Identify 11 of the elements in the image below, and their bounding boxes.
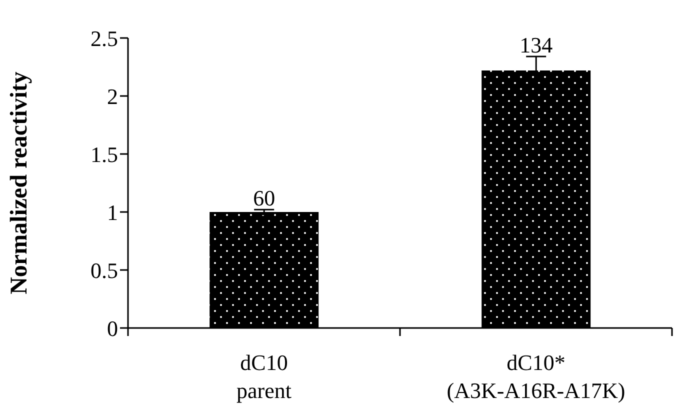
x-tick-label: dC10* (A3K-A16R-A17K) [446, 350, 626, 403]
y-tick-label: 1 [107, 200, 118, 225]
annotation: 60 [253, 186, 276, 211]
y-axis-title: Normalized reactivity [6, 72, 33, 294]
annotation: 134 [520, 32, 553, 58]
y-tick-label: 1.5 [90, 142, 118, 167]
y-tick-label: 2.5 [90, 26, 118, 51]
y-tick-label: 2 [107, 84, 118, 109]
x-tick-label: dC10 parent [236, 350, 292, 403]
y-tick-label: 0.5 [90, 258, 118, 283]
y-tick-label: 0 [107, 316, 118, 341]
